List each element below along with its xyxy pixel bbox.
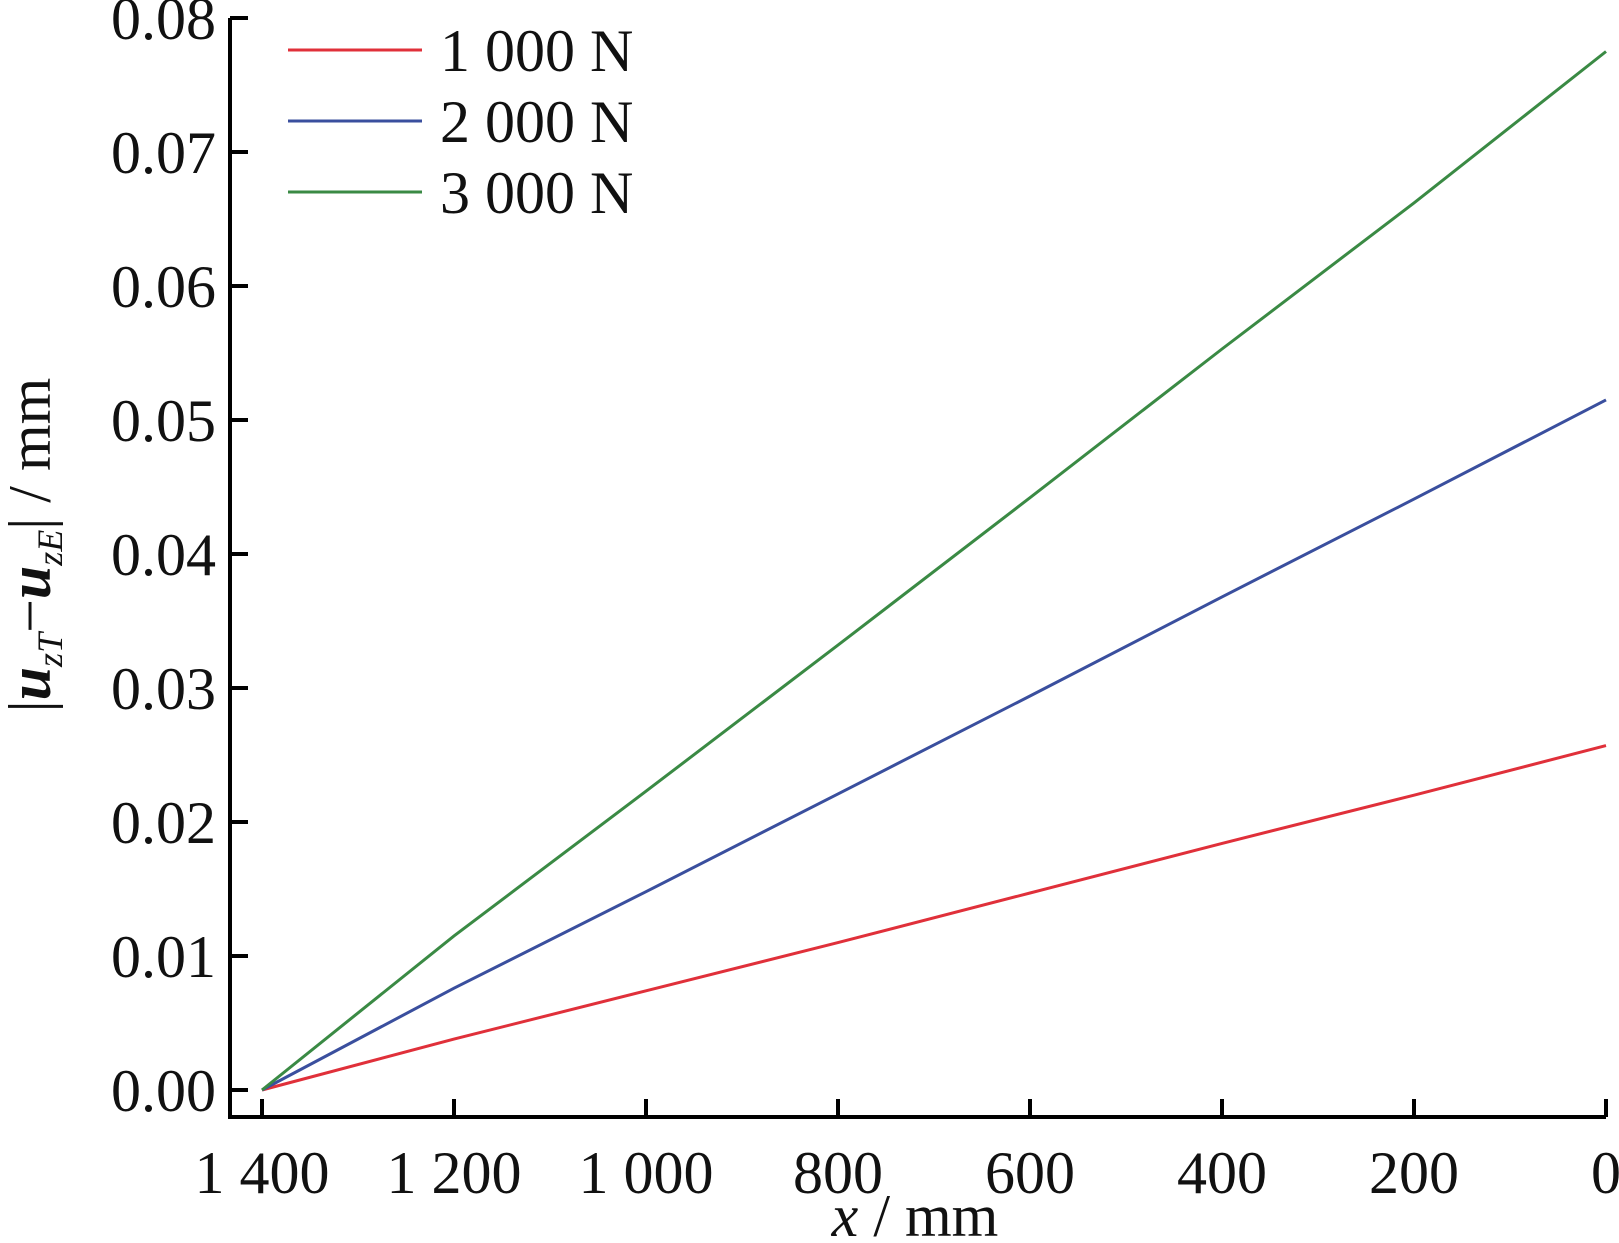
y-axis-sub1: zT — [30, 630, 70, 668]
x-tick-label: 800 — [793, 1140, 883, 1206]
svg-text:|uzT−uzE| / mm: |uzT−uzE| / mm — [0, 378, 70, 713]
x-tick-label: 0 — [1591, 1140, 1619, 1206]
series-line — [261, 398, 1607, 1092]
y-axis-title: |uzT−uzE| / mm — [0, 378, 70, 713]
x-tick-label: 1 200 — [387, 1140, 522, 1206]
series-line — [261, 744, 1607, 1092]
x-tick-label: 400 — [1177, 1140, 1267, 1206]
x-axis-var: x — [831, 1183, 859, 1243]
y-axis-sub2: zE — [30, 530, 70, 567]
axes-frame — [228, 18, 1606, 1119]
y-tick-label: 0.00 — [111, 1058, 216, 1124]
y-axis-abs-open: | — [0, 700, 63, 712]
legend: 1 000 N2 000 N3 000 N — [288, 18, 633, 226]
y-axis-u1: u — [0, 667, 63, 700]
y-tick-label: 0.02 — [111, 790, 216, 856]
y-axis-u2: u — [0, 566, 63, 599]
y-tick-label: 0.06 — [111, 254, 216, 320]
x-tick-label: 200 — [1369, 1140, 1459, 1206]
x-axis-unit: / mm — [858, 1183, 998, 1243]
y-axis-abs-close: | — [0, 518, 63, 530]
y-tick-label: 0.03 — [111, 656, 216, 722]
y-tick-label: 0.08 — [111, 0, 216, 52]
legend-label: 2 000 N — [440, 89, 633, 155]
y-tick-label: 0.05 — [111, 388, 216, 454]
x-tick-label: 1 000 — [579, 1140, 714, 1206]
x-tick-label: 1 400 — [195, 1140, 330, 1206]
x-tick-label: 600 — [985, 1140, 1075, 1206]
legend-label: 1 000 N — [440, 18, 633, 84]
y-tick-label: 0.01 — [111, 924, 216, 990]
y-tick-label: 0.07 — [111, 120, 216, 186]
series-line — [261, 50, 1607, 1092]
x-axis-title: x / mm — [831, 1183, 999, 1243]
y-axis-unit: / mm — [0, 378, 63, 518]
legend-label: 3 000 N — [440, 160, 633, 226]
y-axis-minus: − — [0, 599, 63, 633]
y-tick-label: 0.04 — [111, 522, 216, 588]
